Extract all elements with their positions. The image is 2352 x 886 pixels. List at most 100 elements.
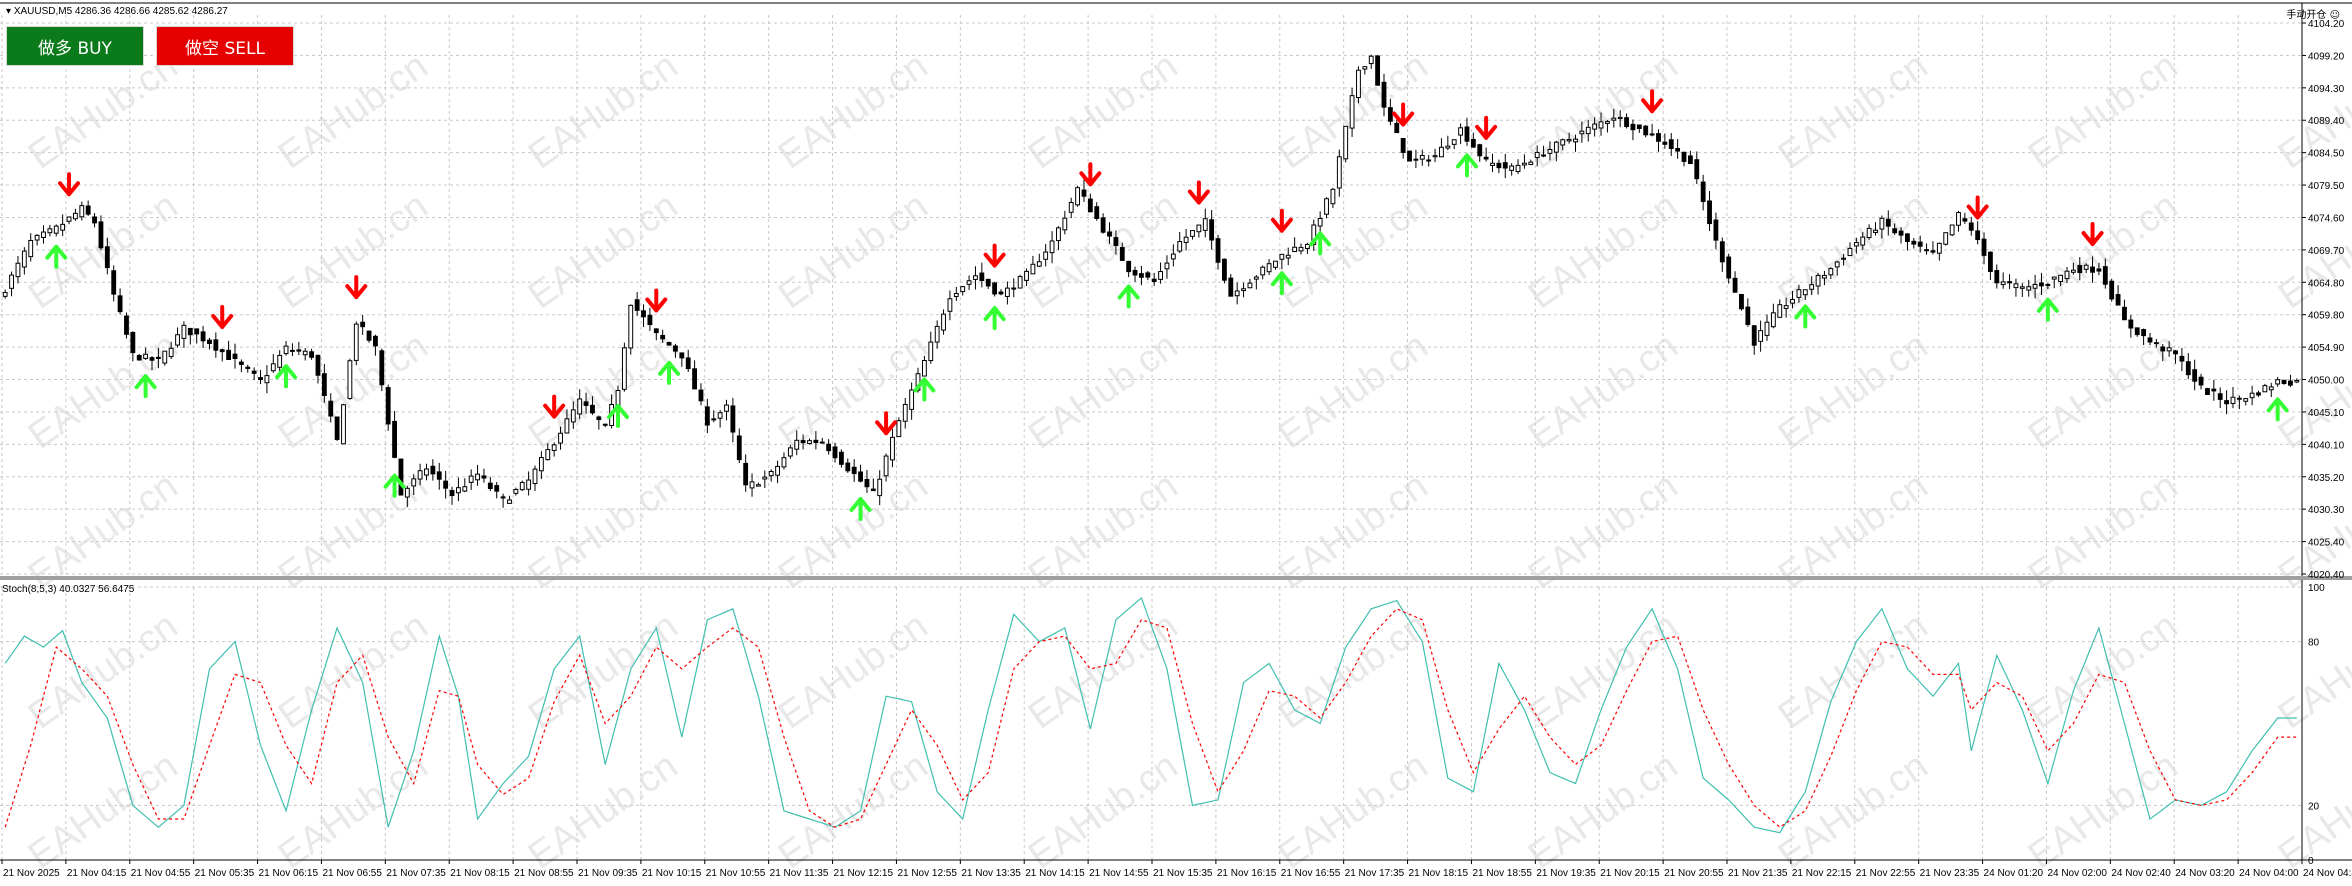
bull-candle [1815,274,1821,287]
bear-candle [207,339,212,344]
time-tick-label: 21 Nov 16:55 [1281,868,1341,879]
bear-candle [2281,379,2287,384]
time-tick-label: 21 Nov 06:55 [322,868,382,879]
bull-candle [1617,116,1623,120]
bull-candle [1170,253,1176,260]
bear-candle [1726,256,1732,279]
bear-candle [1975,230,1981,241]
price-tick-label: 4030.30 [2308,505,2345,516]
bull-candle [724,404,729,412]
bear-candle [1375,55,1381,86]
bull-candle [1853,242,1859,247]
bull-candle [896,420,902,438]
bear-candle [2192,369,2198,382]
buy-button[interactable]: 做多 BUY [6,26,144,66]
bear-candle [1126,260,1132,273]
bull-candle [1451,139,1457,145]
bear-candle [1719,241,1725,263]
bull-candle [66,216,72,222]
bull-candle [455,487,461,494]
watermark-text: EAHub.cn [1021,45,1185,178]
bear-candle [1732,277,1738,293]
bear-candle [366,330,372,341]
bull-candle [60,223,66,231]
bear-candle [1930,250,1936,253]
bull-candle [347,360,353,399]
bull-candle [1956,212,1961,226]
bear-candle [1209,219,1215,241]
bear-candle [590,404,595,414]
bear-candle [602,423,608,426]
bear-candle [1624,117,1629,128]
bull-candle [2268,386,2274,391]
bull-candle [1356,69,1361,99]
bull-candle [1234,290,1240,297]
bull-candle [749,481,755,489]
sell-signal-arrow [645,288,668,313]
oscillator-axis-labels: 100 80 20 0 [2308,583,2325,867]
bear-candle [2256,392,2261,396]
bear-candle [743,462,749,486]
bear-candle [449,489,455,496]
bear-candle [1675,148,1681,152]
bull-candle [1573,138,1578,143]
buy-signal-arrow [913,377,936,402]
bear-candle [992,282,998,295]
bull-candle [1841,257,1847,260]
bull-candle [1292,246,1298,252]
bear-candle [2198,376,2204,386]
bull-candle [1056,227,1061,242]
bull-candle [2236,397,2242,400]
time-tick-label: 21 Nov 07:35 [386,868,446,879]
bear-candle [296,349,302,352]
bull-candle [1547,149,1553,154]
bull-candle [1566,139,1572,142]
watermark-text: EAHub.cn [21,745,185,878]
bear-candle [1681,151,1687,162]
bear-candle [392,420,397,458]
bear-candle [200,331,206,342]
collapse-triangle-icon[interactable]: ▾ [6,6,12,17]
sell-button[interactable]: 做空 SELL [156,26,294,66]
bear-candle [2224,400,2230,405]
bear-candle [2102,266,2108,285]
bear-candle [2122,306,2127,321]
price-tick-label: 4084.50 [2308,149,2345,160]
bull-candle [577,398,583,415]
bull-candle [1158,271,1163,280]
bear-candle [870,488,876,492]
autotrade-status[interactable]: 手动开仓 ☺ [2286,10,2340,21]
bull-candle [175,334,180,346]
bear-candle [328,400,334,417]
symbol-quote: XAUUSD,M5 4286.36 4286.66 4285.62 4286.2… [13,6,228,17]
bull-candle [1534,151,1540,159]
time-tick-label: 21 Nov 14:15 [1025,868,1085,879]
bear-candle [443,480,449,489]
bear-candle [1151,278,1157,283]
bear-candle [1694,159,1700,180]
sell-signal-arrow [1270,208,1293,233]
sell-signal-arrow [1392,102,1415,127]
watermark-text: EAHub.cn [1271,605,1435,738]
bull-candle [1202,218,1208,231]
time-tick-label: 21 Nov 17:35 [1345,868,1405,879]
stoch-d-line [4,608,2297,828]
bull-candle [2032,283,2038,289]
osc-tick-label: 0 [2308,856,2314,867]
bull-candle [9,274,14,289]
bear-candle [800,440,806,444]
bull-candle [2064,270,2070,280]
watermark-text: EAHub.cn [1771,745,1935,878]
bear-candle [251,370,257,374]
watermark-text: EAHub.cn [1021,605,1185,738]
time-tick-label: 21 Nov 08:15 [450,868,510,879]
time-tick-label: 21 Nov 09:35 [578,868,638,879]
time-tick-label: 21 Nov 08:55 [514,868,574,879]
time-tick-label: 21 Nov 12:55 [897,868,957,879]
bear-candle [1630,123,1636,131]
bear-candle [136,355,142,361]
watermark-text: EAHub.cn [271,185,435,318]
bear-candle [641,310,646,318]
panel-separator [0,576,2352,580]
